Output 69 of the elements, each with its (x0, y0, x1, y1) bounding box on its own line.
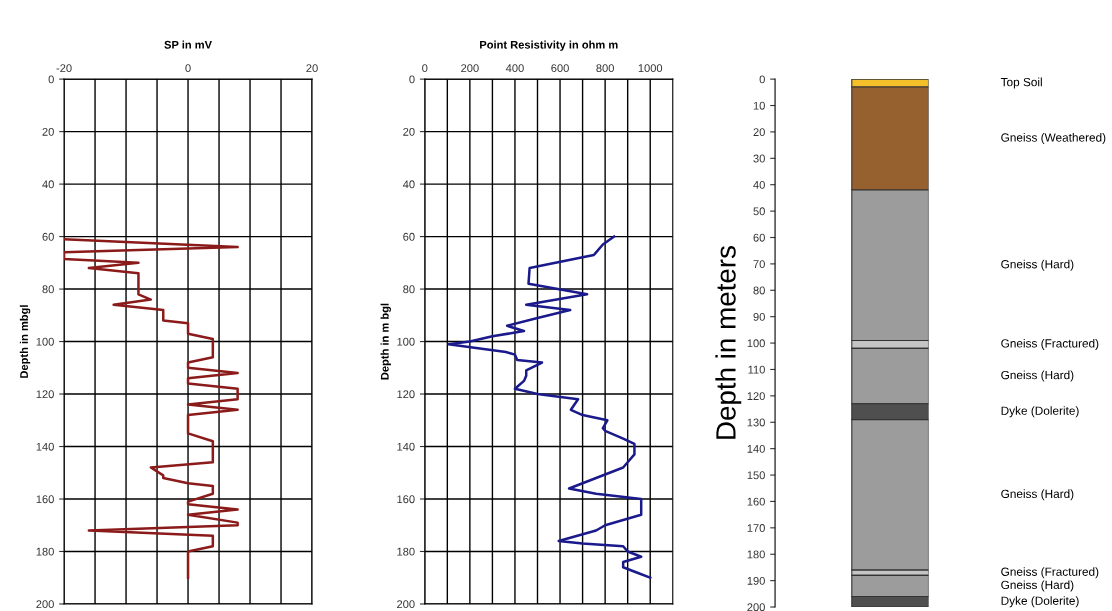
y-tick-label: 120 (747, 392, 765, 400)
y-tick-label: 110 (748, 365, 765, 374)
y-axis-title: Depth in m bgl (380, 303, 391, 380)
y-tick-label: 20 (42, 127, 54, 136)
y-tick-label: 50 (753, 207, 765, 216)
line-series (64, 237, 239, 579)
line-series (447, 235, 652, 579)
text: Gneiss (Fractured) (1001, 338, 1099, 350)
y-tick-label: 140 (36, 442, 54, 451)
text: Gneiss (Hard) (1001, 259, 1074, 271)
y-tick-label: 60 (403, 232, 415, 241)
text: Dyke (Dolerite) (1001, 406, 1079, 418)
x-tick-label: 400 (505, 64, 524, 73)
y-tick-label: 140 (747, 444, 765, 453)
y-tick-label: 0 (409, 75, 415, 84)
y-tick-label: 100 (747, 339, 765, 348)
y-tick-label: 160 (36, 495, 54, 504)
y-tick-label: 70 (753, 260, 765, 269)
x-tick-label: 200 (461, 64, 479, 73)
y-tick-label: 160 (747, 497, 765, 506)
text: Top Soil (1000, 77, 1042, 89)
x-tick-label: 0 (185, 64, 191, 73)
y-tick-label: 90 (753, 312, 765, 321)
y-tick-label: 80 (42, 285, 54, 294)
y-tick-label: 40 (753, 180, 765, 189)
y-tick-label: 120 (397, 390, 415, 399)
y-tick-label: 140 (397, 442, 415, 451)
text: Gneiss (Hard) (1001, 370, 1074, 382)
x-tick-label: 800 (596, 64, 614, 73)
y-tick-label: 60 (42, 232, 54, 241)
y-tick-label: 190 (747, 576, 765, 585)
y-tick-label: 10 (753, 101, 765, 110)
y-tick-label: 20 (753, 128, 765, 137)
y-tick-label: 30 (753, 154, 765, 163)
y-tick-label: 0 (48, 75, 54, 84)
y-tick-label: 80 (753, 286, 765, 295)
y-tick-label: 80 (403, 285, 415, 294)
y-tick-label: 40 (42, 180, 54, 189)
x-tick-label: 20 (306, 64, 318, 73)
text: Dyke (Dolerite) (1001, 596, 1079, 608)
y-tick-label: 180 (397, 547, 415, 556)
y-tick-label: 40 (402, 180, 415, 189)
y-tick-label: 100 (36, 337, 54, 346)
chart-title: SP in mV (164, 40, 212, 49)
y-tick-label: 180 (747, 550, 765, 559)
y-tick-label: 0 (759, 75, 765, 84)
y-tick-label: 200 (747, 603, 765, 611)
y-tick-label: 160 (397, 495, 415, 504)
y-tick-label: 120 (36, 390, 54, 399)
text: Gneiss (Hard) (1001, 580, 1074, 592)
y-tick-label: 20 (403, 127, 415, 136)
text: Gneiss (Hard) (1001, 489, 1074, 501)
y-tick-label: 150 (747, 471, 765, 480)
y-axis-title: Depth in mbgl (19, 305, 31, 378)
y-tick-label: 180 (36, 547, 54, 556)
y-tick-label: 200 (36, 600, 54, 609)
y-tick-label: 60 (753, 233, 765, 242)
y-tick-label: 130 (747, 418, 765, 427)
y-tick-label: 100 (397, 337, 415, 346)
x-tick-label: 600 (551, 64, 569, 73)
text: Gneiss (Weathered) (1001, 133, 1106, 145)
y-tick-label: 200 (397, 600, 415, 609)
text: Gneiss (Fractured) (1001, 567, 1099, 579)
x-tick-label: -20 (56, 64, 72, 73)
chart-title: Point Resistivity in ohm m (480, 40, 618, 51)
x-tick-label: 0 (422, 64, 428, 73)
y-tick-label: 170 (747, 524, 765, 532)
x-tick-label: 1000 (638, 64, 663, 73)
y-axis-title: Depth in meters (715, 246, 742, 439)
